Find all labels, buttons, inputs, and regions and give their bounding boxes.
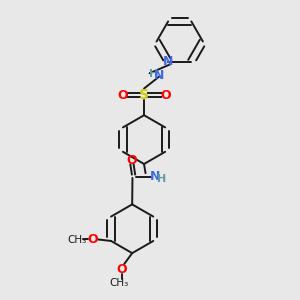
Text: O: O bbox=[160, 88, 171, 101]
Text: N: N bbox=[163, 55, 173, 68]
Text: H: H bbox=[149, 69, 158, 80]
Text: O: O bbox=[116, 263, 127, 276]
Text: N: N bbox=[150, 170, 160, 183]
Text: O: O bbox=[87, 233, 98, 246]
Text: O: O bbox=[126, 154, 137, 167]
Text: O: O bbox=[117, 88, 128, 101]
Text: S: S bbox=[139, 88, 149, 102]
Text: CH₃: CH₃ bbox=[68, 235, 87, 245]
Text: H: H bbox=[157, 174, 166, 184]
Text: CH₃: CH₃ bbox=[110, 278, 129, 288]
Text: N: N bbox=[154, 69, 164, 82]
